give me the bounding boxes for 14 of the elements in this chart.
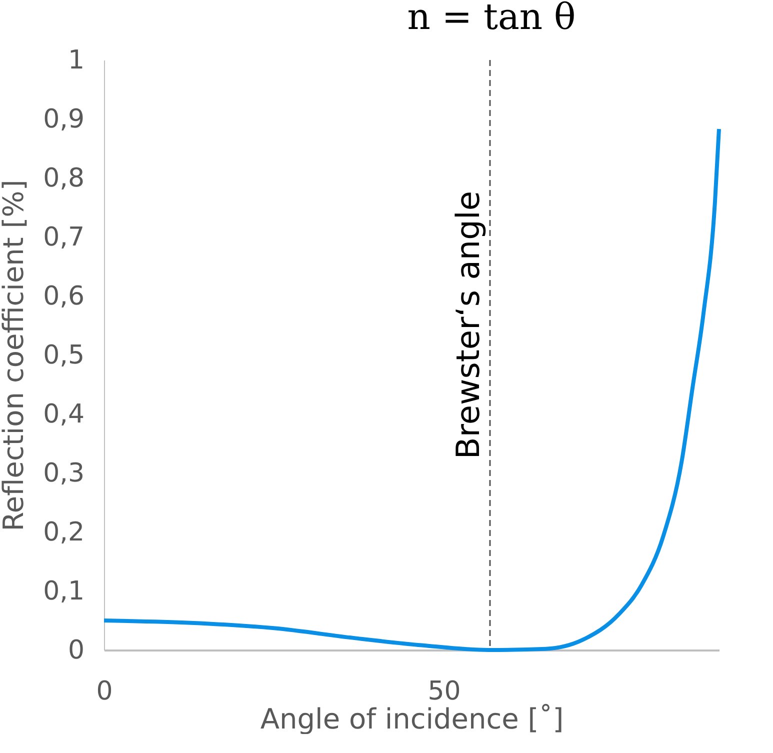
y-tick-label: 0,1 (43, 576, 84, 606)
y-tick-label: 0 (68, 636, 84, 666)
y-tick-label: 0,2 (43, 518, 84, 548)
ref-line-label: Brewster‘s angle (448, 190, 487, 460)
y-tick-label: 0,9 (43, 104, 84, 134)
y-axis-title: Reflection coefficient [%] (0, 180, 30, 532)
y-tick-label: 0,4 (43, 400, 84, 430)
y-tick-label: 0,5 (43, 340, 84, 370)
y-tick-label: 1 (68, 46, 84, 76)
y-tick-label: 0,3 (43, 458, 84, 488)
y-tick-label: 0,7 (43, 222, 84, 252)
y-tick-label: 0,6 (43, 282, 84, 312)
y-tick-label: 0,8 (43, 164, 84, 194)
chart-title: n = tan θ (407, 0, 576, 38)
